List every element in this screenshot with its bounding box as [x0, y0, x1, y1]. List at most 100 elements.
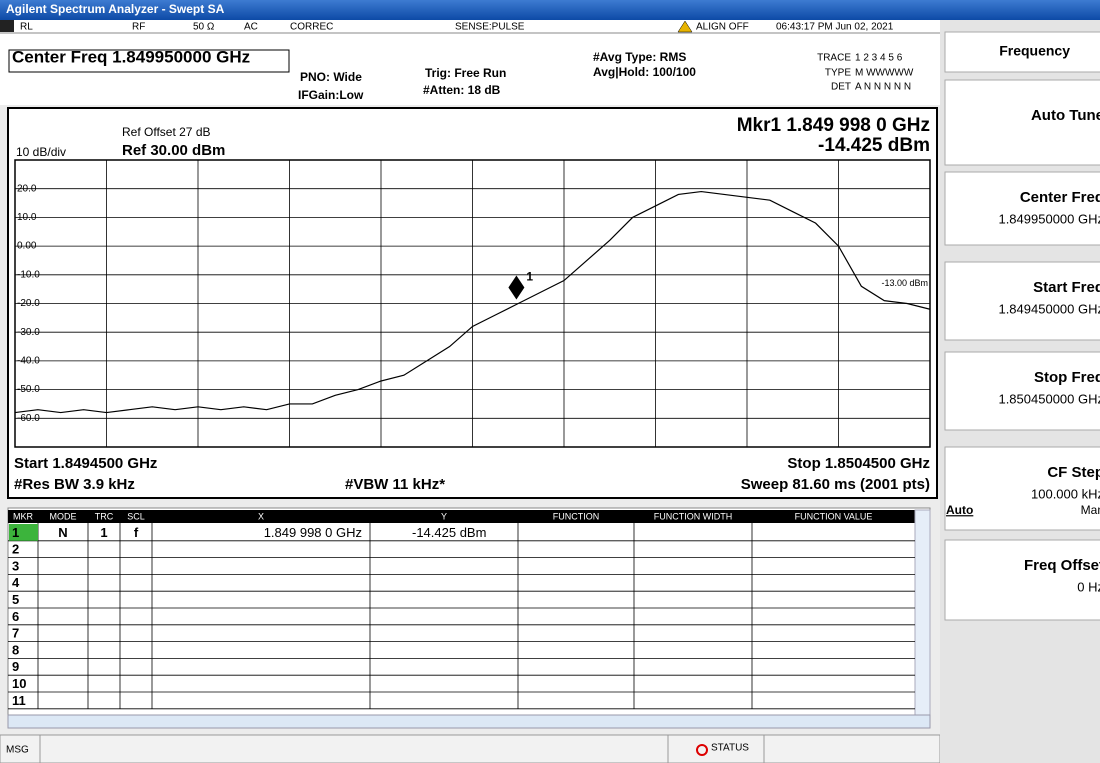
- column-header: SCL: [127, 511, 145, 521]
- start-freq: Start 1.8494500 GHz: [14, 455, 157, 472]
- status-align: ALIGN OFF: [696, 22, 749, 33]
- column-header: Y: [441, 511, 447, 521]
- table-cell: 2: [12, 542, 19, 557]
- column-header: FUNCTION VALUE: [795, 511, 873, 521]
- y-tick-label: -40.0: [17, 356, 40, 367]
- marker-freq: Mkr1 1.849 998 0 GHz: [737, 115, 930, 136]
- softkey[interactable]: [944, 171, 1100, 246]
- y-tick-label: 20.0: [17, 183, 37, 194]
- title-bar: [0, 0, 1100, 20]
- table-cell: N: [58, 525, 67, 540]
- table-cell: 11: [12, 693, 26, 708]
- vbw: #VBW 11 kHz*: [345, 476, 445, 493]
- softkey[interactable]: [944, 261, 1100, 341]
- menu-title: Frequency: [999, 43, 1070, 59]
- softkey-label: Stop Freq: [1034, 369, 1100, 386]
- table-cell: 5: [12, 592, 19, 607]
- ifgain: IFGain:Low: [298, 88, 364, 102]
- center-freq: Center Freq 1.849950000 GHz: [12, 47, 250, 66]
- lxi-icon: [0, 20, 14, 32]
- y-tick-label: -60.0: [17, 413, 40, 424]
- marker-level: -14.425 dBm: [818, 135, 930, 156]
- selected-cell: [9, 524, 38, 541]
- avg-hold: Avg|Hold: 100/100: [593, 65, 696, 79]
- softkey[interactable]: [944, 446, 1100, 531]
- status-sense: SENSE:PULSE: [455, 22, 525, 33]
- status-impedance: 50 Ω: [193, 22, 215, 33]
- softkey-value: 1.849950000 GHz: [998, 211, 1100, 226]
- atten: #Atten: 18 dB: [423, 83, 501, 97]
- status-icon: [696, 744, 708, 756]
- softkey-value: 0 Hz: [1077, 579, 1100, 594]
- avg-type: #Avg Type: RMS: [593, 50, 686, 64]
- column-header: X: [258, 511, 264, 521]
- display-line-label: -13.00 dBm: [881, 278, 928, 288]
- table-bg: [7, 507, 931, 716]
- scale: 10 dB/div: [16, 145, 66, 159]
- softkey-label: CF Step: [1047, 464, 1100, 481]
- table-cell: 1: [100, 525, 107, 540]
- menu: Auto Tune Center Freq 1.849950000 GHz Start…: [944, 79, 1100, 621]
- stop-freq: Stop 1.8504500 GHz: [787, 455, 930, 472]
- trace-label: TRACE: [817, 53, 851, 64]
- status-input: RF: [132, 22, 145, 33]
- softkey-option: Man: [1081, 503, 1100, 517]
- rbw: #Res BW 3.9 kHz: [14, 476, 135, 493]
- softkey-value: 1.849450000 GHz: [998, 301, 1100, 316]
- softkey[interactable]: [944, 79, 1100, 166]
- y-tick-label: -50.0: [17, 384, 40, 395]
- table-cell: -14.425 dBm: [412, 525, 486, 540]
- column-header: MODE: [50, 511, 77, 521]
- table-cell: f: [134, 525, 139, 540]
- marker-table: MKR MODE TRC SCL X Y FUNCTION FUNCTION WIDTH FUN…: [7, 507, 931, 716]
- det-label: DET: [831, 82, 851, 93]
- table-cell: 1.849 998 0 GHz: [264, 525, 362, 540]
- softkey[interactable]: [944, 539, 1100, 621]
- table-header: [8, 510, 915, 523]
- warning-icon: [677, 20, 693, 33]
- table-cell: 7: [12, 626, 19, 641]
- ref-offset: Ref Offset 27 dB: [122, 125, 211, 139]
- marker-label: 1: [526, 270, 533, 284]
- softkey-label: Start Freq: [1033, 279, 1100, 296]
- msg: MSG: [6, 745, 29, 756]
- column-header: TRC: [95, 511, 114, 521]
- softkey-label: Freq Offset: [1024, 557, 1100, 574]
- status-correction: CORREC: [290, 22, 333, 33]
- softkey-label: Auto Tune: [1031, 107, 1100, 124]
- status: STATUS: [711, 743, 749, 754]
- plot: 20.0 10.0 0.00 -10.0 -20.0 -30.0 -40.0 -50.0 -60…: [14, 159, 931, 448]
- type-value: M WWWWW: [855, 68, 914, 79]
- trace-nums: 1 2 3 4 5 6: [855, 53, 903, 64]
- softkey-value: 100.000 kHz: [1031, 486, 1100, 501]
- table-cell: 10: [12, 676, 26, 691]
- status-coupling: AC: [244, 22, 258, 33]
- type-label: TYPE: [825, 68, 851, 79]
- softkey-value: 1.850450000 GHz: [998, 391, 1100, 406]
- table-cell: 8: [12, 642, 19, 657]
- table-cell: 9: [12, 659, 19, 674]
- ref-level: Ref 30.00 dBm: [122, 142, 225, 159]
- y-tick-label: -10.0: [17, 269, 40, 280]
- h-scrollbar: [7, 714, 931, 729]
- status-datetime: 06:43:17 PM Jun 02, 2021: [776, 22, 894, 33]
- table-cell: 6: [12, 609, 19, 624]
- det-value: A N N N N N: [855, 82, 911, 93]
- status-ref: RL: [20, 22, 33, 33]
- softkey-label: Center Freq: [1020, 189, 1100, 206]
- table-cell: 1: [12, 525, 19, 540]
- softkey[interactable]: [944, 351, 1100, 431]
- trig: Trig: Free Run: [425, 66, 506, 80]
- menu-title-box: [944, 31, 1100, 73]
- column-header: FUNCTION: [553, 511, 600, 521]
- table-cell: 3: [12, 558, 19, 573]
- status-bar: [0, 734, 941, 763]
- column-header: FUNCTION WIDTH: [654, 511, 733, 521]
- y-tick-label: 0.00: [17, 241, 37, 252]
- pno: PNO: Wide: [300, 70, 362, 84]
- window-title: Agilent Spectrum Analyzer - Swept SA: [6, 2, 225, 16]
- column-header: MKR: [13, 511, 34, 521]
- sweep: Sweep 81.60 ms (2001 pts): [741, 476, 930, 493]
